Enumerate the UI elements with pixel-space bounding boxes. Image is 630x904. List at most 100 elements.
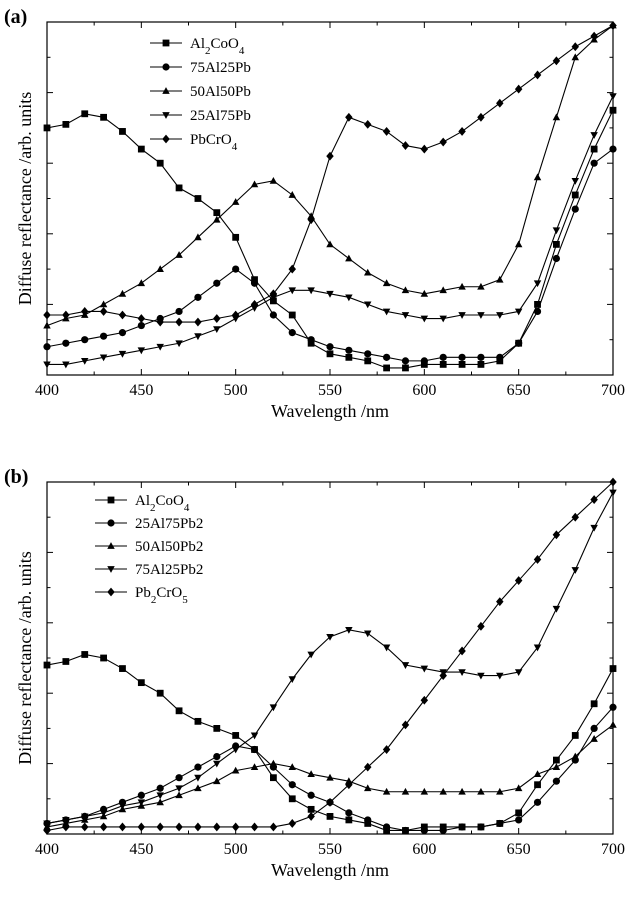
chart-b-point-75al25pb2 bbox=[99, 809, 108, 817]
chart-b-point-50al50pb2 bbox=[477, 787, 485, 795]
chart-a-point-al2coo4 bbox=[458, 361, 466, 368]
chart-a-point-pbcro4 bbox=[118, 310, 127, 320]
chart-a-point-pbcro4 bbox=[231, 310, 240, 320]
chart-b-point-50al50pb2 bbox=[458, 787, 466, 795]
chart-b-point-25al75pb2 bbox=[515, 816, 523, 824]
chart-a-point-50al50pb bbox=[156, 265, 164, 272]
chart-a-point-75al25pb bbox=[232, 265, 240, 273]
chart-b-point-50al50pb2 bbox=[231, 766, 240, 774]
chart-b-point-50al50pb2 bbox=[439, 787, 447, 795]
chart-a-point-75al25pb bbox=[288, 329, 296, 337]
chart-b-point-al2coo4 bbox=[81, 651, 89, 658]
chart-b-point-25al75pb2 bbox=[590, 724, 598, 732]
chart-b-point-25al75pb2 bbox=[552, 777, 561, 785]
chart-a-point-25al75pb bbox=[458, 312, 466, 319]
chart-a-point-al2coo4 bbox=[609, 106, 617, 114]
chart-a-legend-label-75al25pb: 75Al25Pb bbox=[190, 60, 251, 76]
chart-a-point-al2coo4 bbox=[439, 361, 447, 368]
chart-a-point-al2coo4 bbox=[288, 311, 296, 319]
chart-b-point-pb2cro5 bbox=[420, 695, 429, 705]
chart-a-point-50al50pb bbox=[345, 254, 353, 262]
chart-b-point-75al25pb2 bbox=[288, 676, 297, 684]
chart-a-panel-label: (a) bbox=[4, 6, 27, 28]
chart-a-x-tick-label: 450 bbox=[129, 382, 153, 399]
chart-a-point-75al25pb bbox=[420, 357, 428, 365]
chart-b-point-al2coo4 bbox=[515, 809, 523, 817]
chart-b-point-75al25pb2 bbox=[496, 672, 504, 680]
chart-b-legend-marker-al2coo4 bbox=[107, 496, 115, 504]
chart-a-point-pbcro4 bbox=[477, 112, 485, 122]
chart-a-point-75al25pb bbox=[81, 336, 89, 344]
chart-a-point-pbcro4 bbox=[62, 310, 70, 320]
chart-a-point-75al25pb bbox=[364, 350, 372, 358]
chart-b-point-al2coo4 bbox=[213, 725, 221, 732]
chart-b-point-75al25pb2 bbox=[514, 669, 523, 676]
chart-a-x-tick-label: 700 bbox=[601, 382, 625, 399]
chart-b-point-pb2cro5 bbox=[382, 745, 391, 754]
chart-b-point-pb2cro5 bbox=[80, 822, 89, 832]
chart-b-point-50al50pb2 bbox=[420, 787, 429, 795]
chart-a-point-50al50pb bbox=[99, 300, 108, 308]
chart-a-point-al2coo4 bbox=[137, 145, 145, 153]
chart-a-point-al2coo4 bbox=[213, 209, 221, 217]
chart-a-point-pbcro4 bbox=[496, 98, 504, 108]
chart-b-point-75al25pb2 bbox=[571, 567, 580, 574]
chart-b-x-tick-label: 700 bbox=[601, 841, 625, 858]
chart-b-x-tick-label: 600 bbox=[412, 841, 436, 858]
chart-b-point-pb2cro5 bbox=[43, 826, 51, 835]
chart-a-point-50al50pb bbox=[231, 198, 240, 205]
chart-a-x-tick-label: 650 bbox=[507, 382, 531, 399]
chart-b-point-pb2cro5 bbox=[194, 822, 202, 832]
chart-a-point-25al75pb bbox=[80, 357, 89, 365]
chart-b-point-al2coo4 bbox=[307, 805, 315, 813]
chart-a-point-pbcro4 bbox=[533, 70, 542, 80]
chart-b-point-75al25pb2 bbox=[118, 802, 127, 810]
chart-b-point-pb2cro5 bbox=[307, 811, 315, 821]
chart-panel-a: 400 450 500 550 600 650 700 Wavelength /nm Diffu… bbox=[4, 6, 625, 421]
chart-a-point-pbcro4 bbox=[458, 127, 466, 136]
chart-a-point-25al75pb bbox=[609, 93, 617, 101]
chart-b-point-al2coo4 bbox=[100, 654, 107, 662]
chart-a-point-pbcro4 bbox=[401, 141, 410, 150]
chart-b-series-75al25pb2 bbox=[43, 489, 617, 828]
chart-a-point-al2coo4 bbox=[156, 159, 164, 167]
chart-a-point-50al50pb bbox=[269, 176, 278, 184]
chart-a-point-pbcro4 bbox=[288, 264, 297, 274]
chart-b-line-25al75pb2 bbox=[46, 706, 614, 832]
chart-b-point-50al50pb2 bbox=[307, 770, 315, 778]
chart-a-point-al2coo4 bbox=[477, 361, 485, 368]
chart-a-point-pbcro4 bbox=[250, 299, 259, 309]
chart-a-line-pbcro4 bbox=[47, 25, 614, 323]
chart-b-point-75al25pb2 bbox=[458, 669, 466, 676]
chart-a-point-25al75pb bbox=[382, 308, 391, 316]
chart-panel-b: 400 450 500 550 600 650 700 Wavelength /nm Diffu… bbox=[0, 452, 630, 904]
chart-a-point-25al75pb bbox=[571, 177, 580, 185]
chart-a-point-25al75pb bbox=[307, 287, 315, 295]
chart-a-series-50al50pb bbox=[43, 21, 617, 329]
chart-a-point-50al50pb bbox=[420, 289, 429, 297]
chart-b-point-25al75pb2 bbox=[137, 791, 145, 799]
chart-a-point-al2coo4 bbox=[345, 353, 353, 361]
chart-a-line-50al50pb bbox=[46, 25, 614, 327]
chart-a-series-pbcro4 bbox=[43, 21, 617, 327]
chart-b-point-75al25pb2 bbox=[62, 817, 70, 824]
chart-a-point-75al25pb bbox=[515, 339, 523, 347]
chart-a-point-50al50pb bbox=[250, 180, 259, 188]
chart-a-point-75al25pb bbox=[609, 145, 617, 153]
chart-b-point-al2coo4 bbox=[288, 795, 296, 803]
chart-a-point-al2coo4 bbox=[175, 184, 183, 192]
chart-b-point-al2coo4 bbox=[270, 774, 277, 782]
chart-b-point-25al75pb2 bbox=[477, 823, 485, 831]
chart-a-point-75al25pb bbox=[552, 254, 561, 263]
chart-a-legend-marker-25al75pb bbox=[162, 112, 170, 119]
chart-b-legend-label-75al25pb2: 75Al25Pb2 bbox=[135, 562, 203, 578]
chart-b-point-75al25pb2 bbox=[307, 651, 315, 659]
chart-a-legend-marker-50al50pb bbox=[162, 87, 170, 94]
chart-b-point-50al50pb2 bbox=[533, 770, 542, 778]
chart-a-point-al2coo4 bbox=[43, 124, 51, 132]
chart-b-point-pb2cro5 bbox=[401, 720, 410, 730]
chart-a-point-75al25pb bbox=[571, 205, 579, 213]
chart-a-point-50al50pb bbox=[477, 282, 485, 290]
chart-a-point-50al50pb bbox=[533, 173, 542, 181]
chart-b-point-pb2cro5 bbox=[288, 819, 297, 828]
